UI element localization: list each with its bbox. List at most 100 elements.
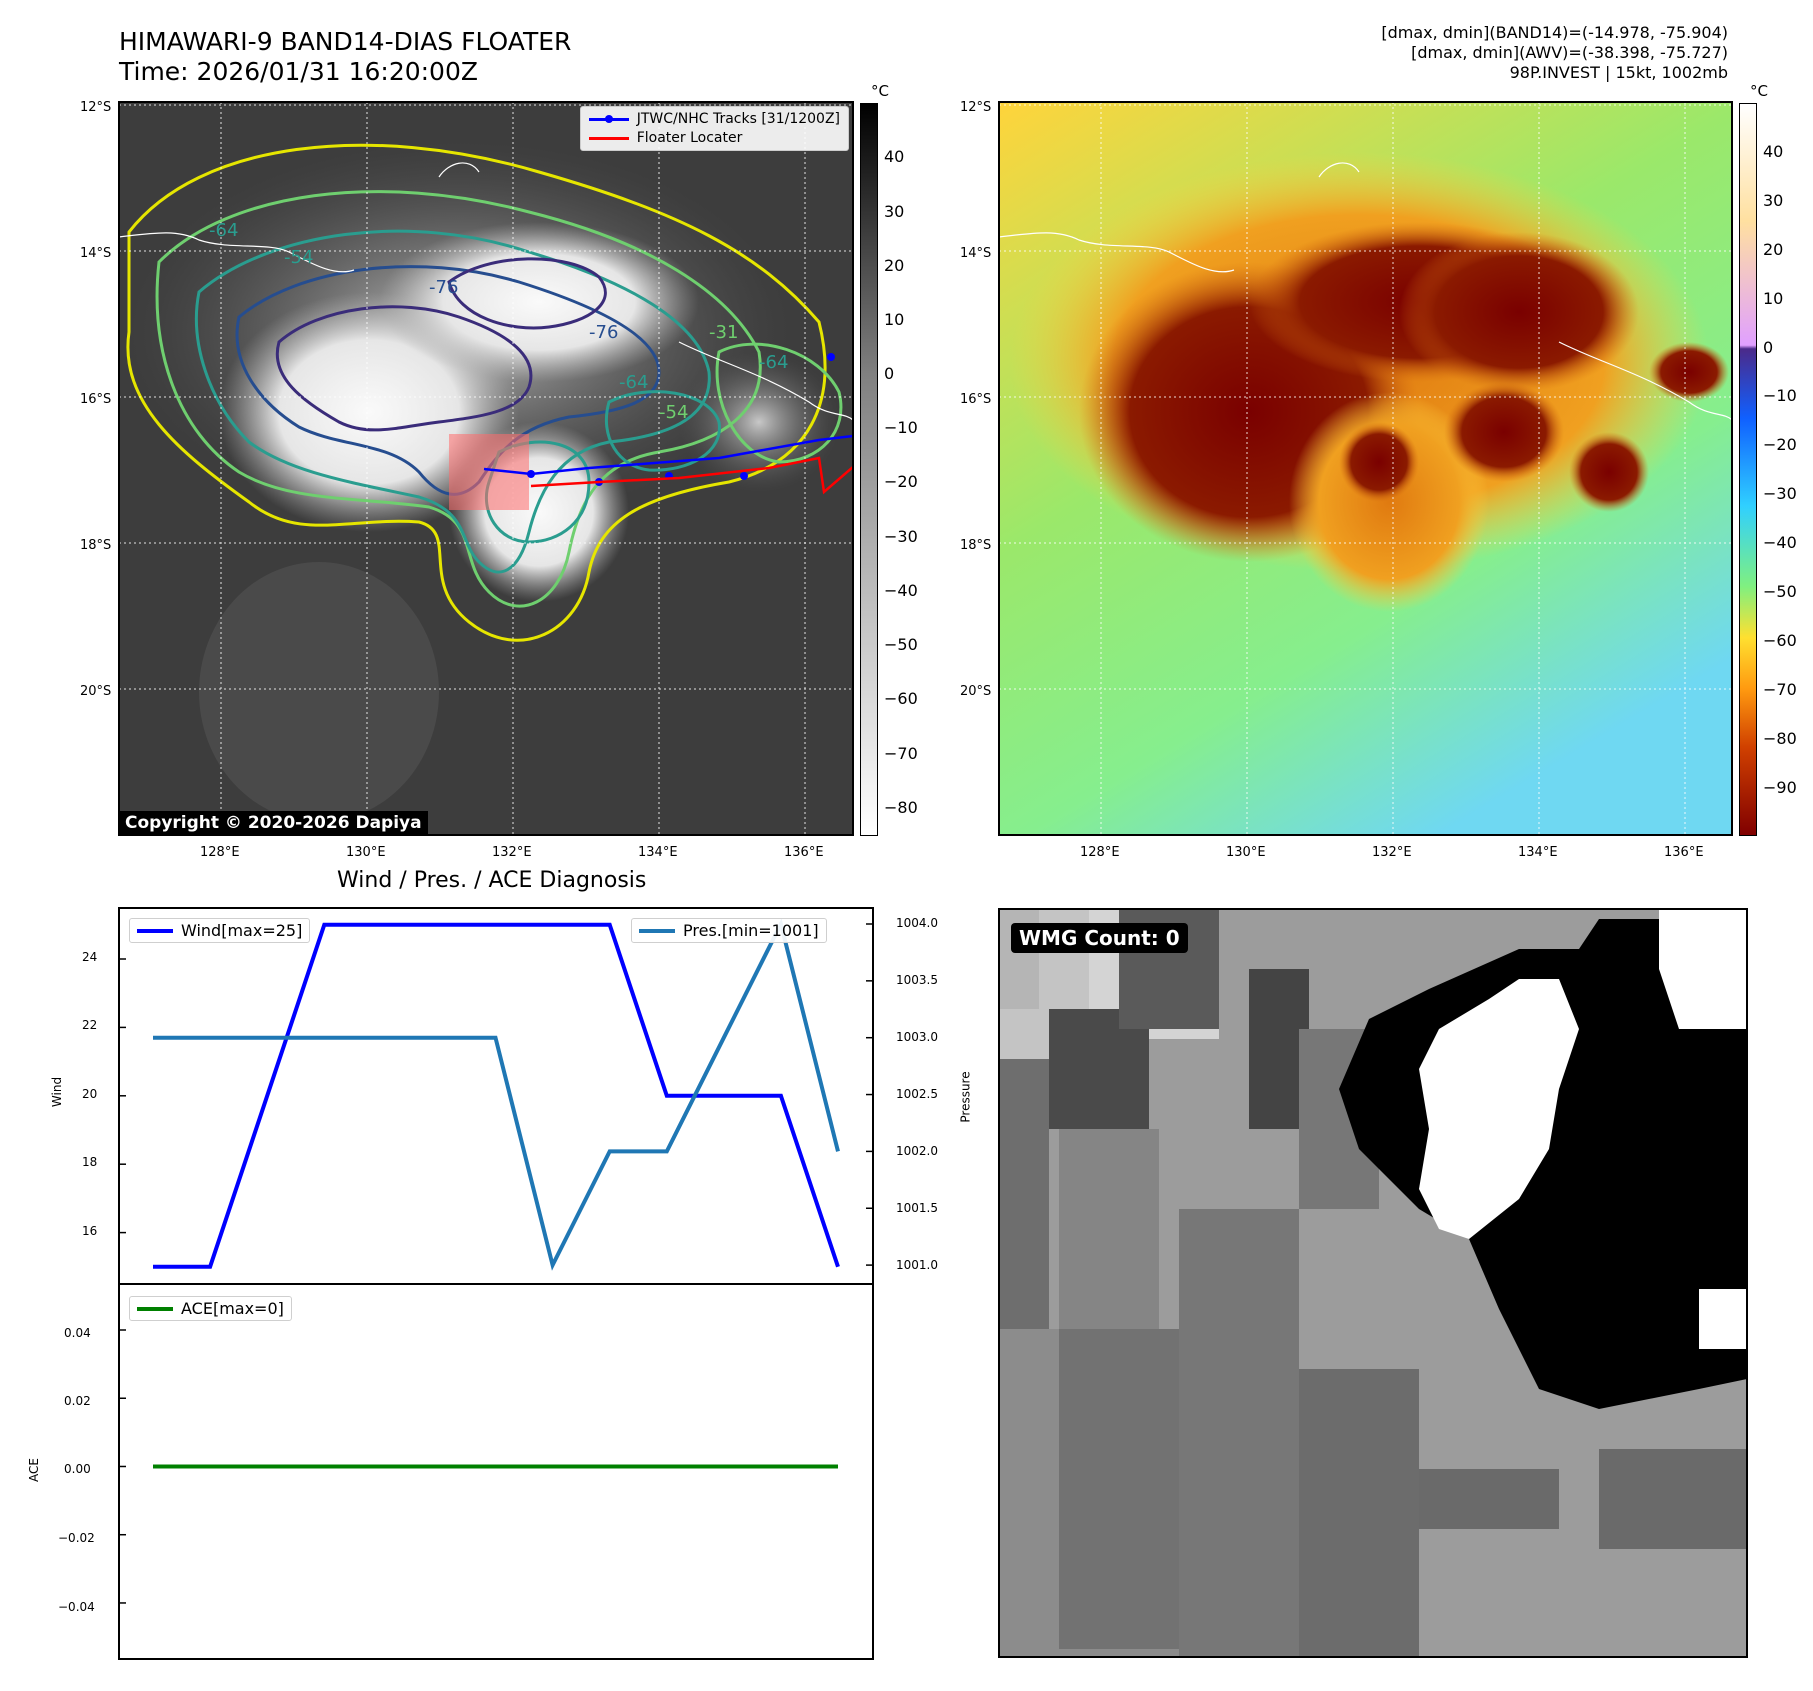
color-colorbar-tick: 40: [1763, 142, 1784, 161]
gray-colorbar-tick: −60: [884, 689, 918, 708]
stats-band14: [dmax, dmin](BAND14)=(-14.978, -75.904): [1381, 23, 1728, 42]
gray-colorbar-tick: −80: [884, 798, 918, 817]
stats-awv: [dmax, dmin](AWV)=(-38.398, -75.727): [1411, 43, 1728, 62]
gray-colorbar-tick: −20: [884, 472, 918, 491]
lat-label: 18°S: [960, 538, 992, 553]
pressure-series-line: [153, 918, 840, 1271]
gray-colorbar-tick: −40: [884, 581, 918, 600]
lat-label: 16°S: [80, 392, 112, 407]
lat-label: 12°S: [80, 100, 112, 115]
contour-label: -64: [759, 352, 789, 373]
gray-colorbar-tick: −30: [884, 527, 918, 546]
contour-label: -54: [284, 247, 314, 268]
lat-label: 20°S: [80, 684, 112, 699]
ir-map-frame: [118, 101, 854, 836]
pres-tick: 1004.0: [896, 916, 938, 930]
wind-tick: 22: [82, 1018, 98, 1032]
color-colorbar-tick: −80: [1763, 729, 1797, 748]
ir-map-panel: -64 -54 -76 -31 -64 -54 -64 -76 JTWC/NHC…: [119, 102, 853, 835]
gray-colorbar-tick: −70: [884, 744, 918, 763]
color-colorbar: [1739, 103, 1757, 836]
color-colorbar-tick: −10: [1763, 386, 1797, 405]
color-colorbar-tick: −40: [1763, 533, 1797, 552]
lon-label: 128°E: [200, 845, 240, 860]
wind-tick: 24: [82, 950, 98, 964]
lat-label: 16°S: [960, 392, 992, 407]
contour-label: -31: [709, 322, 739, 343]
pres-tick: 1002.5: [896, 1087, 938, 1101]
contour-label: -64: [619, 372, 649, 393]
ace-tick: 0.02: [64, 1394, 91, 1408]
wind-legend-label: Wind[max=25]: [181, 921, 303, 940]
color-colorbar-tick: −60: [1763, 631, 1797, 650]
wmg-frame: [998, 908, 1748, 1658]
gray-colorbar-tick: −10: [884, 418, 918, 437]
lon-label: 132°E: [492, 845, 532, 860]
wmg-count-badge: WMG Count: 0: [1011, 923, 1188, 953]
ace-tick: −0.04: [58, 1600, 95, 1614]
ace-plot: [120, 1329, 838, 1604]
wind-ylabel: Wind: [50, 1076, 65, 1108]
color-colorbar-tick: −90: [1763, 778, 1797, 797]
color-colorbar-tick: −70: [1763, 680, 1797, 699]
color-colorbar-unit: °C: [1750, 82, 1768, 100]
gray-colorbar-tick: 20: [884, 256, 905, 275]
ace-tick: 0.00: [64, 1462, 91, 1476]
lon-label: 132°E: [1372, 845, 1412, 860]
legend-item-locater: Floater Locater: [588, 130, 840, 146]
legend-item-tracks: JTWC/NHC Tracks [31/1200Z]: [588, 111, 840, 127]
wind-legend-line: [137, 928, 173, 933]
pres-legend-label: Pres.[min=1001]: [683, 921, 819, 940]
color-colorbar-tick: 20: [1763, 240, 1784, 259]
figure-title: HIMAWARI-9 BAND14-DIAS FLOATER: [119, 27, 572, 56]
lon-label: 136°E: [784, 845, 824, 860]
ace-legend-line: [137, 1306, 173, 1311]
contour-label: -54: [659, 402, 689, 423]
lon-label: 134°E: [1518, 845, 1558, 860]
gray-colorbar-tick: 10: [884, 310, 905, 329]
pres-tick: 1001.5: [896, 1201, 938, 1215]
diagnosis-title: Wind / Pres. / ACE Diagnosis: [337, 868, 647, 893]
ace-legend: ACE[max=0]: [129, 1296, 292, 1321]
pres-tick: 1001.0: [896, 1258, 938, 1272]
color-colorbar-tick: 10: [1763, 289, 1784, 308]
lat-label: 20°S: [960, 684, 992, 699]
contour-label: -76: [429, 277, 459, 298]
pres-legend-line: [639, 928, 675, 933]
lat-label: 14°S: [80, 246, 112, 261]
color-colorbar-tick: 0: [1763, 338, 1774, 357]
lat-label: 14°S: [960, 246, 992, 261]
pres-tick: 1002.0: [896, 1144, 938, 1158]
gray-colorbar-tick: 0: [884, 364, 895, 383]
legend-locater-line: [588, 136, 629, 140]
lon-label: 134°E: [638, 845, 678, 860]
pres-ylabel: Pressure: [958, 1071, 973, 1123]
color-colorbar-tick: −50: [1763, 582, 1797, 601]
lat-label: 12°S: [960, 100, 992, 115]
copyright-badge: Copyright © 2020-2026 Dapiya: [119, 811, 428, 835]
ace-legend-label: ACE[max=0]: [181, 1299, 284, 1318]
legend-tracks-line: [588, 114, 629, 123]
gray-colorbar-tick: 40: [884, 147, 905, 166]
pres-tick: 1003.5: [896, 973, 938, 987]
ace-ylabel: ACE: [26, 1458, 41, 1482]
gray-colorbar-tick: 30: [884, 202, 905, 221]
map-legend: JTWC/NHC Tracks [31/1200Z] Floater Locat…: [579, 106, 849, 151]
contour-label: -76: [589, 322, 619, 343]
lon-label: 136°E: [1664, 845, 1704, 860]
ace-axes: [118, 1283, 874, 1660]
color-colorbar-tick: 30: [1763, 191, 1784, 210]
wind-legend: Wind[max=25]: [129, 918, 311, 943]
gray-colorbar-unit: °C: [871, 82, 889, 100]
color-colorbar-tick: −20: [1763, 435, 1797, 454]
lat-label: 18°S: [80, 538, 112, 553]
stats-invest: 98P.INVEST | 15kt, 1002mb: [1509, 63, 1728, 82]
lon-label: 130°E: [1226, 845, 1266, 860]
wind-pres-plot: [120, 918, 872, 1271]
figure-time: Time: 2026/01/31 16:20:00Z: [119, 57, 478, 86]
color-map-panel: [999, 102, 1732, 835]
wmg-panel: WMG Count: 0: [999, 909, 1747, 1657]
ace-tick: 0.04: [64, 1326, 91, 1340]
color-colorbar-tick: −30: [1763, 484, 1797, 503]
legend-locater-label: Floater Locater: [636, 130, 743, 146]
